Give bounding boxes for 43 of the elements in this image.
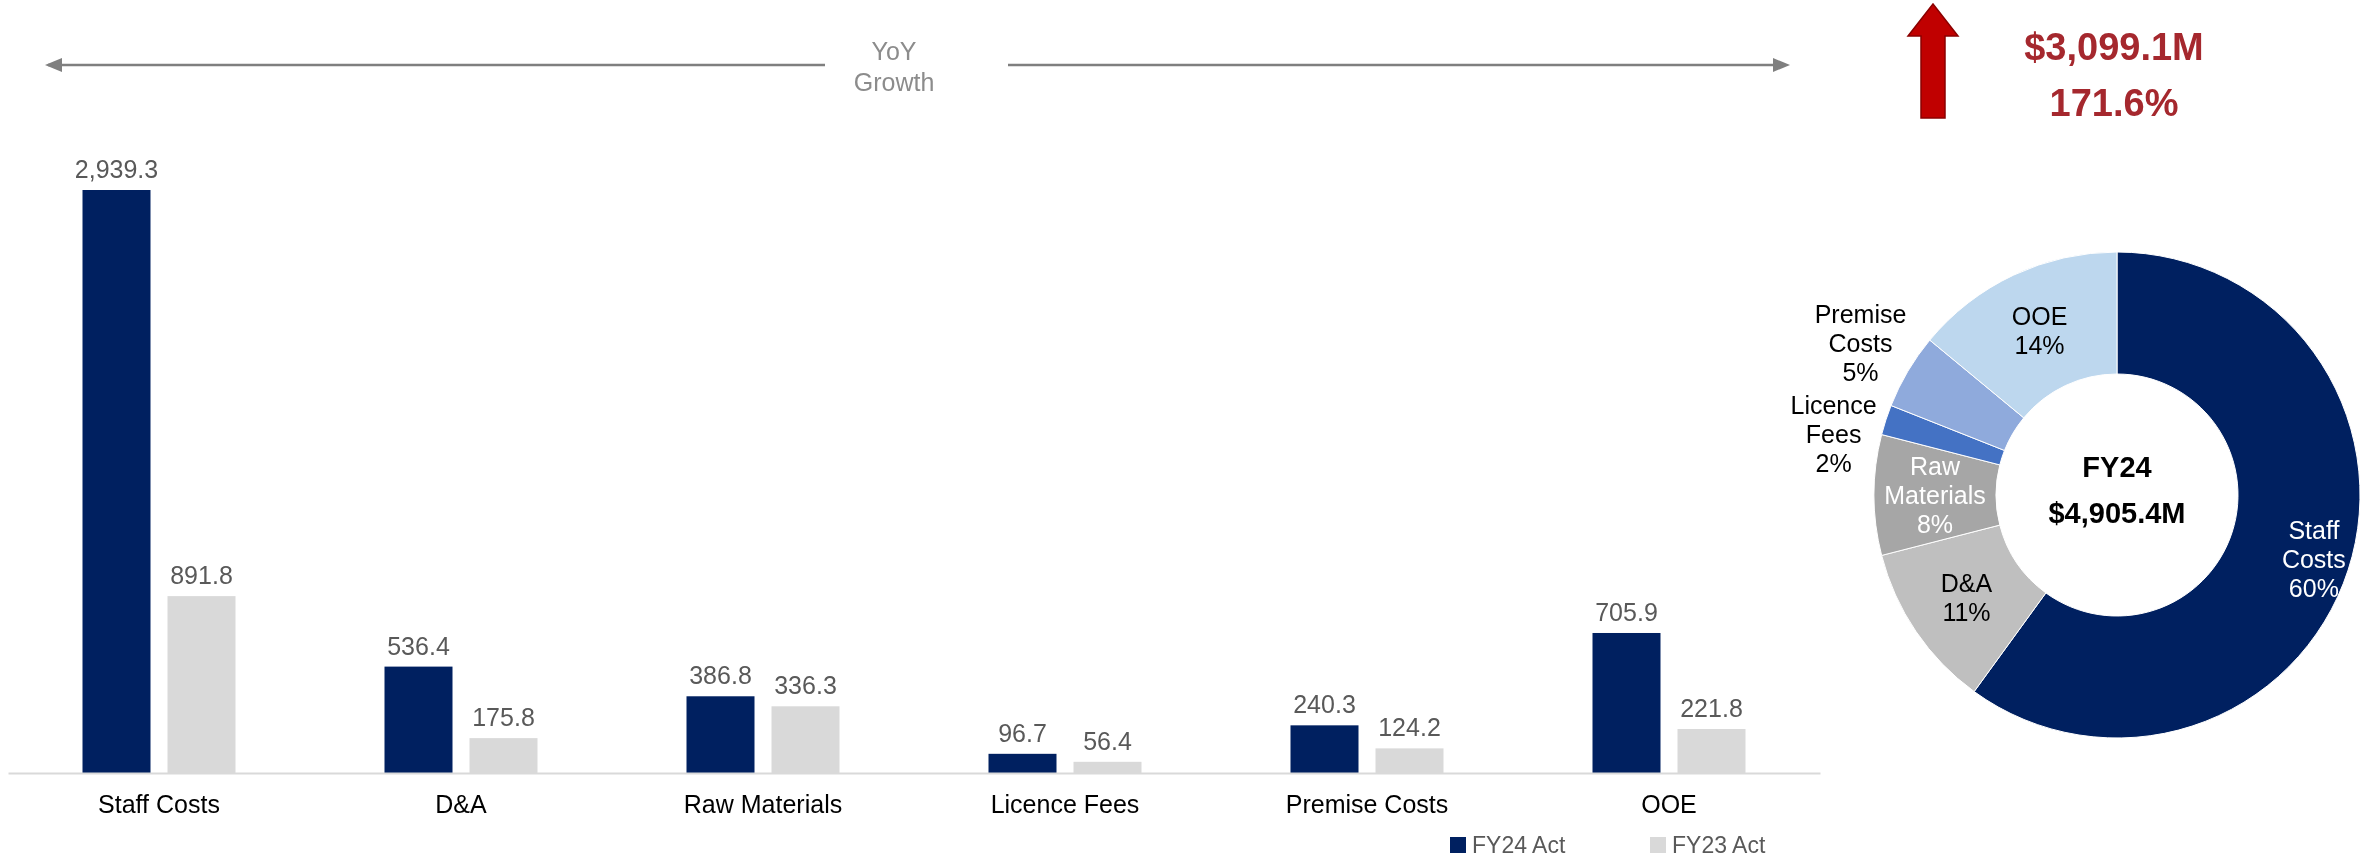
data-label: 11% [1942,597,1991,626]
data-label: 221.8 [1680,694,1743,723]
slice-label: Licence Fees [1790,391,1877,449]
data-label: 124.2 [1378,713,1441,742]
bar [988,753,1057,773]
data-label: 5% [1842,358,1879,387]
slice-label: OOE [2011,301,2068,330]
data-label: 175.8 [472,703,535,732]
chart-title: YoY Growth [853,37,935,96]
text: 171.6% [2049,82,2179,124]
bar [1592,632,1661,773]
data-label: 705.9 [1595,597,1658,626]
legend-label: FY24 Act [1472,832,1566,858]
bar [384,666,453,773]
data-label: 60% [2288,573,2339,602]
data-label: 891.8 [170,561,233,590]
data-label: 240.3 [1293,690,1356,719]
x-tick-label: Staff Costs [98,789,220,818]
slice-label: D&A [1940,568,1993,597]
data-label: 56.4 [1083,726,1132,755]
data-label: 336.3 [774,671,837,700]
text: FY24 [2082,451,2152,483]
text: $3,099.1M [2024,26,2204,68]
data-label: 8% [1916,510,1954,538]
data-label: 2,939.3 [74,155,159,183]
x-tick-label: Raw Materials [683,789,843,818]
x-tick-label: Licence Fees [990,789,1140,818]
data-label: 2% [1815,449,1852,478]
legend-label: FY23 Act [1672,832,1766,858]
bar [82,190,151,773]
data-label: 386.8 [689,661,752,690]
data-label: 536.4 [387,631,450,660]
data-label: 14% [2014,330,2065,359]
text: $4,905.4M [2048,497,2186,529]
x-tick-label: OOE [1641,789,1697,818]
slice-label: Premise Costs [1814,300,1907,358]
slice-label: Raw Materials [1884,452,1986,509]
bar [1290,725,1359,773]
x-tick-label: D&A [435,789,488,818]
data-label: 96.7 [998,718,1047,747]
x-tick-label: Premise Costs [1285,789,1449,818]
slice-label: Staff Costs [2281,515,2346,573]
bar [686,696,755,773]
